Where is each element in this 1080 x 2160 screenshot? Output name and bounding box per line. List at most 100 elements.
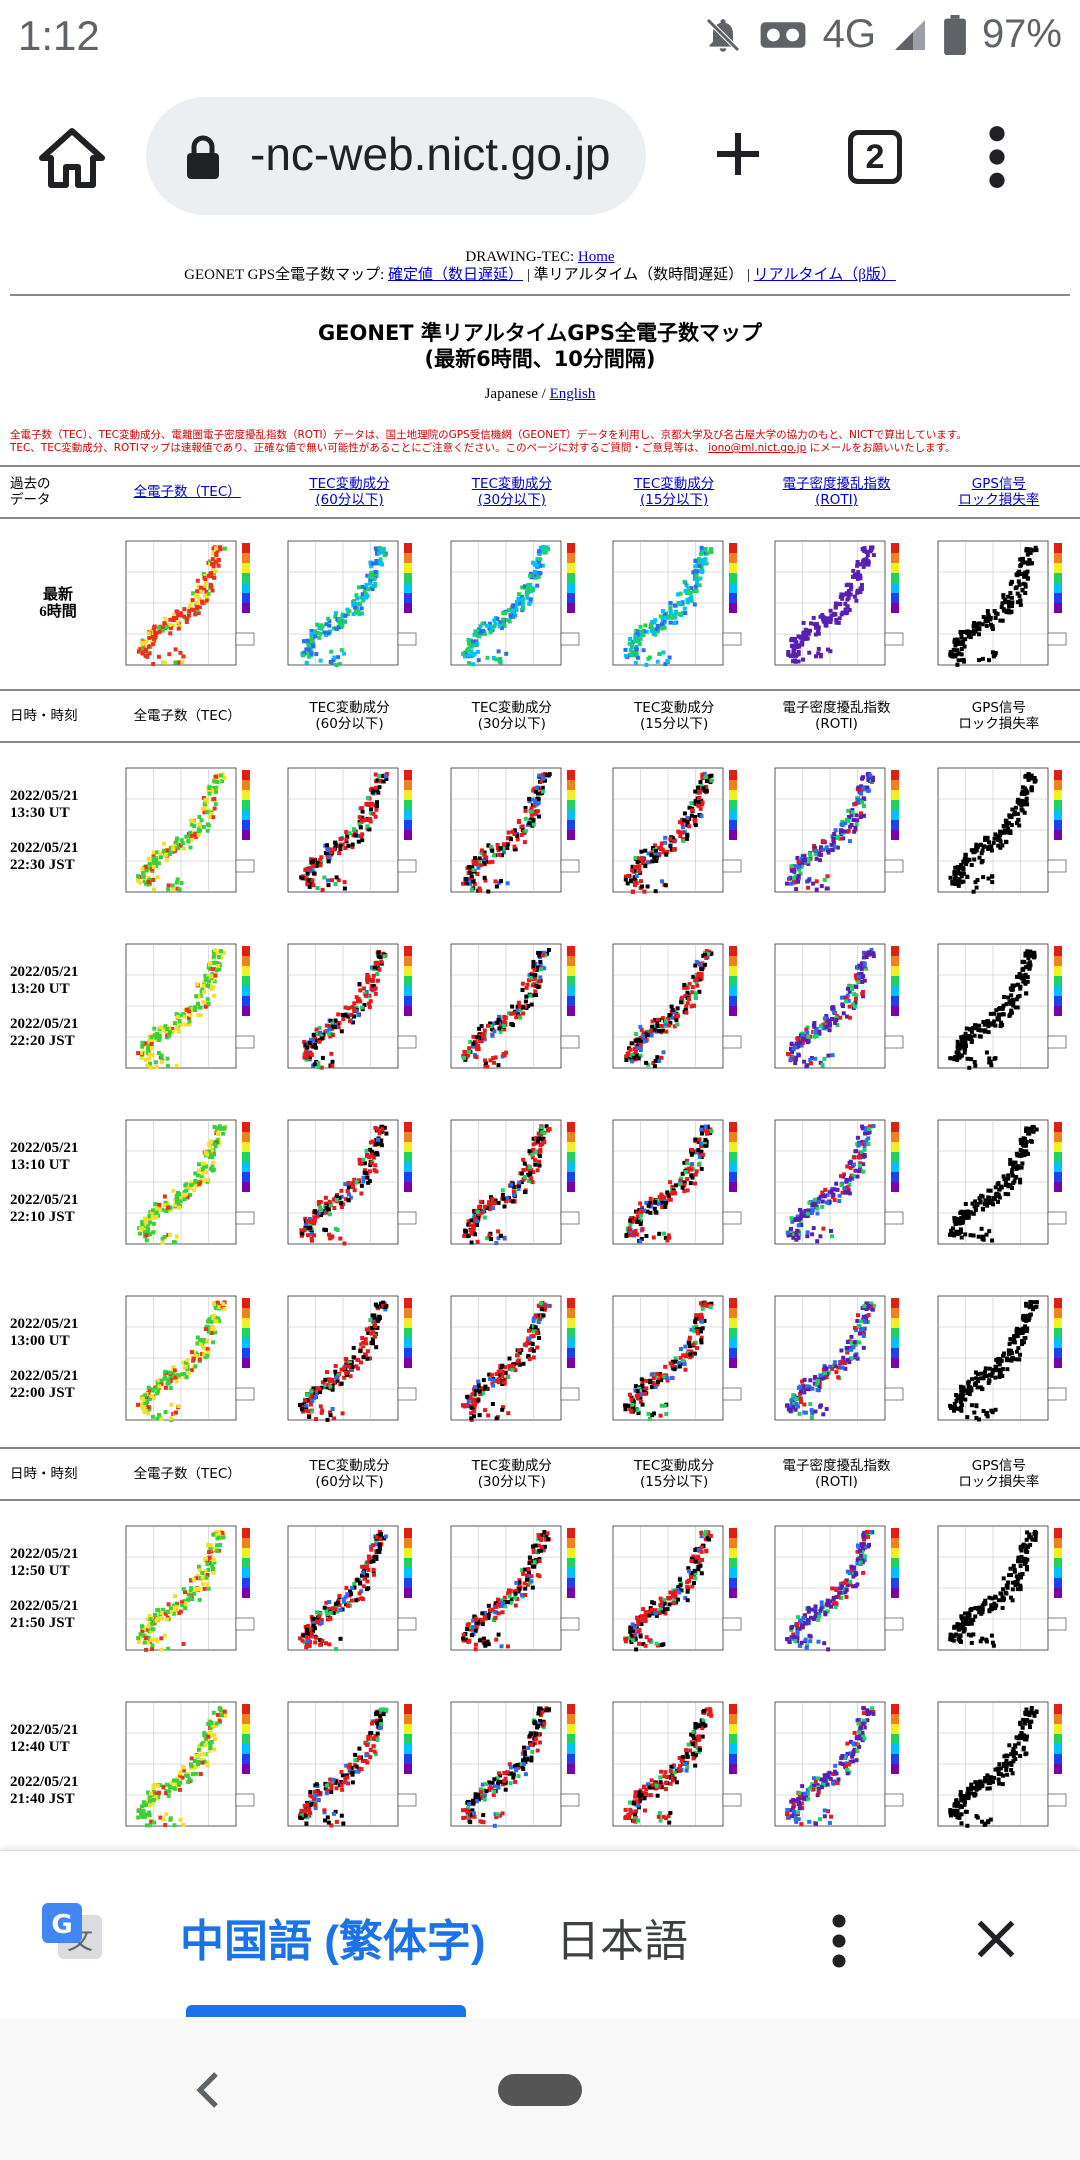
map-cell [431, 1500, 593, 1677]
map-image-lol[interactable] [923, 932, 1074, 1082]
address-bar[interactable]: -nc-web.nict.go.jp [146, 97, 646, 215]
map-cell [431, 1271, 593, 1448]
jst-time: 22:00 JST [10, 1385, 75, 1401]
map-image-roti[interactable] [761, 1284, 912, 1434]
map-image-roti[interactable] [761, 932, 912, 1082]
map-cell [918, 1500, 1080, 1677]
map-image-d15[interactable] [599, 1690, 750, 1840]
datetime-label: 2022/05/21 13:10 UT 2022/05/21 22:10 JST [0, 1095, 106, 1271]
map-cell [593, 742, 755, 919]
map-image-d15[interactable] [599, 529, 750, 679]
map-cell [106, 742, 268, 919]
past-data-link[interactable]: TEC変動成分 (60分以下) [309, 476, 390, 508]
lang-english-link[interactable]: English [549, 386, 596, 402]
map-image-d30[interactable] [436, 1690, 587, 1840]
map-cell [755, 1500, 917, 1677]
map-image-d15[interactable] [599, 1284, 750, 1434]
map-image-d60[interactable] [274, 529, 425, 679]
map-cell [268, 518, 430, 690]
map-image-tec[interactable] [112, 529, 263, 679]
map-image-lol[interactable] [923, 1108, 1074, 1258]
new-tab-icon[interactable] [710, 126, 766, 182]
map-image-tec[interactable] [112, 756, 263, 906]
map-image-roti[interactable] [761, 1108, 912, 1258]
map-row: 2022/05/21 13:10 UT 2022/05/21 22:10 JST [0, 1095, 1080, 1271]
map-image-lol[interactable] [923, 1284, 1074, 1434]
tec-map-table: 過去の データ 全電子数（TEC） TEC変動成分 (60分以下) TEC変動成分 (… [0, 465, 1080, 1850]
map-image-d60[interactable] [274, 756, 425, 906]
past-data-link[interactable]: TEC変動成分 (30分以下) [471, 476, 552, 508]
map-cell [431, 919, 593, 1095]
home-link[interactable]: Home [577, 249, 615, 265]
past-data-link[interactable]: GPS信号 ロック損失率 [958, 476, 1040, 508]
ut-date: 2022/05/21 [10, 964, 79, 980]
web-content: DRAWING-TEC: Home GEONET GPS全電子数マップ: 確定値… [0, 242, 1080, 1850]
map-image-d30[interactable] [436, 1108, 587, 1258]
map-row: 2022/05/21 12:40 UT 2022/05/21 21:40 JST [0, 1677, 1080, 1850]
map-cell [593, 518, 755, 690]
map-image-roti[interactable] [761, 529, 912, 679]
map-cell [755, 518, 917, 690]
map-image-d30[interactable] [436, 932, 587, 1082]
datetime-label: 2022/05/21 13:20 UT 2022/05/21 22:20 JST [0, 919, 106, 1095]
map-image-tec[interactable] [112, 932, 263, 1082]
column-header-label: TEC変動成分 (15分以下) [634, 1458, 715, 1490]
google-translate-icon[interactable]: 文G [38, 1899, 106, 1967]
map-image-d15[interactable] [599, 932, 750, 1082]
email-link[interactable]: iono@ml.nict.go.jp [708, 442, 807, 454]
map-image-lol[interactable] [923, 1690, 1074, 1840]
nav-separator: | [746, 267, 750, 283]
back-icon[interactable] [194, 2070, 222, 2110]
column-header: 電子密度擾乱指数 (ROTI) [755, 465, 918, 519]
datetime-label: 2022/05/21 13:30 UT 2022/05/21 22:30 JST [0, 742, 106, 919]
map-image-roti[interactable] [761, 756, 912, 906]
home-icon[interactable] [36, 122, 108, 194]
column-header-label: 電子密度擾乱指数 (ROTI) [782, 1458, 891, 1490]
column-header: TEC変動成分 (60分以下) [268, 689, 431, 743]
map-image-tec[interactable] [112, 1108, 263, 1258]
home-gesture-pill[interactable] [498, 2074, 582, 2106]
map-image-tec[interactable] [112, 1284, 263, 1434]
map-cell [106, 1500, 268, 1677]
map-image-d30[interactable] [436, 1284, 587, 1434]
map-image-d60[interactable] [274, 932, 425, 1082]
map-cell [593, 1271, 755, 1448]
realtime-link[interactable]: リアルタイム（β版） [753, 267, 896, 283]
overflow-menu-icon[interactable] [982, 122, 1012, 192]
column-header: TEC変動成分 (15分以下) [592, 689, 756, 743]
map-image-d15[interactable] [599, 756, 750, 906]
map-image-d60[interactable] [274, 1108, 425, 1258]
map-image-tec[interactable] [112, 1514, 263, 1664]
map-row: 2022/05/21 13:20 UT 2022/05/21 22:20 JST [0, 919, 1080, 1095]
map-image-d30[interactable] [436, 1514, 587, 1664]
jst-date: 2022/05/21 [10, 1598, 79, 1614]
column-header-label: TEC変動成分 (30分以下) [471, 1458, 552, 1490]
map-image-lol[interactable] [923, 756, 1074, 906]
map-image-lol[interactable] [923, 529, 1074, 679]
translate-menu-icon[interactable] [826, 1911, 852, 1971]
map-image-d15[interactable] [599, 1108, 750, 1258]
map-cell [431, 1095, 593, 1271]
map-image-d30[interactable] [436, 529, 587, 679]
map-image-d30[interactable] [436, 756, 587, 906]
map-image-roti[interactable] [761, 1514, 912, 1664]
past-data-link[interactable]: TEC変動成分 (15分以下) [634, 476, 715, 508]
tab-switcher-button[interactable]: 2 [848, 130, 902, 184]
map-image-d60[interactable] [274, 1514, 425, 1664]
map-image-d15[interactable] [599, 1514, 750, 1664]
map-image-roti[interactable] [761, 1690, 912, 1840]
map-image-d60[interactable] [274, 1284, 425, 1434]
target-language-tab[interactable]: 日本語 [556, 1917, 688, 1966]
source-language-tab[interactable]: 中国語 (繁体字) [180, 1917, 486, 1966]
past-data-link[interactable]: 全電子数（TEC） [133, 484, 241, 500]
map-image-d60[interactable] [274, 1690, 425, 1840]
past-data-link[interactable]: 電子密度擾乱指数 (ROTI) [782, 476, 891, 508]
close-icon[interactable] [974, 1917, 1018, 1961]
map-image-lol[interactable] [923, 1514, 1074, 1664]
jst-date: 2022/05/21 [10, 1368, 79, 1384]
map-cell [106, 919, 268, 1095]
browser-toolbar: -nc-web.nict.go.jp 2 [0, 72, 1080, 242]
confirmed-link[interactable]: 確定値（数日遅延） [388, 267, 524, 283]
map-image-tec[interactable] [112, 1690, 263, 1840]
column-header: 全電子数（TEC） [106, 1447, 269, 1501]
